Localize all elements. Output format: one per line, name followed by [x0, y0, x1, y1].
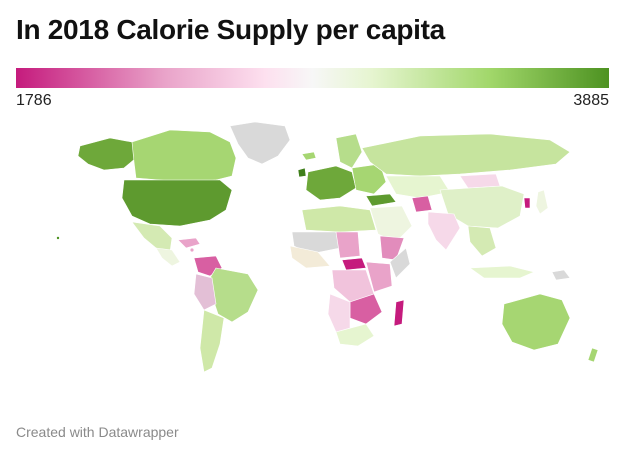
region-mongolia[interactable] [459, 173, 501, 189]
region-peru-bolivia[interactable] [193, 273, 217, 311]
region-sahel-no-data[interactable] [291, 231, 341, 255]
region-afghanistan[interactable] [411, 195, 433, 213]
region-mexico[interactable] [131, 221, 173, 253]
region-australia[interactable] [501, 293, 571, 351]
region-new-zealand[interactable] [587, 347, 599, 363]
region-somalia[interactable] [389, 247, 411, 279]
region-west-africa[interactable] [289, 245, 331, 269]
legend-labels: 1786 3885 [16, 92, 609, 112]
region-caribbean[interactable] [177, 237, 201, 249]
region-russia[interactable] [361, 133, 571, 177]
legend-min-label: 1786 [16, 92, 52, 109]
region-western-europe[interactable] [305, 165, 357, 201]
world-choropleth-map [56, 121, 599, 373]
region-hawaii[interactable] [56, 236, 60, 240]
region-north-africa[interactable] [301, 205, 377, 233]
credit-footer[interactable]: Created with Datawrapper [16, 424, 179, 440]
region-brazil[interactable] [209, 267, 259, 323]
region-south-africa[interactable] [335, 323, 375, 347]
region-argentina-chile[interactable] [199, 309, 225, 373]
region-greenland[interactable] [229, 121, 291, 165]
region-ireland[interactable] [297, 167, 307, 178]
legend-max-label: 3885 [573, 92, 609, 109]
region-canada[interactable] [131, 129, 237, 183]
region-middle-east[interactable] [369, 205, 413, 243]
region-scandinavia[interactable] [335, 133, 363, 169]
region-usa[interactable] [121, 179, 233, 227]
color-legend: 1786 3885 [16, 68, 609, 112]
region-north-korea[interactable] [523, 197, 531, 209]
region-angola-namibia[interactable] [327, 293, 351, 333]
legend-gradient-bar [16, 68, 609, 88]
chart-title: In 2018 Calorie Supply per capita [16, 14, 445, 45]
region-turkey[interactable] [365, 193, 397, 207]
region-japan[interactable] [535, 189, 549, 215]
region-east-africa[interactable] [365, 261, 393, 293]
region-iceland[interactable] [301, 151, 317, 161]
region-southeast-asia[interactable] [467, 225, 497, 257]
region-chad[interactable] [335, 231, 361, 259]
region-alaska[interactable] [77, 137, 137, 171]
region-caribbean-island[interactable] [190, 248, 194, 252]
region-madagascar[interactable] [393, 299, 405, 327]
region-india[interactable] [427, 211, 461, 251]
region-papua-new-guinea[interactable] [551, 269, 571, 281]
region-central-america[interactable] [155, 247, 181, 267]
region-central-asia[interactable] [385, 175, 451, 199]
region-central-african-republic[interactable] [341, 257, 367, 271]
region-indonesia[interactable] [469, 265, 535, 279]
